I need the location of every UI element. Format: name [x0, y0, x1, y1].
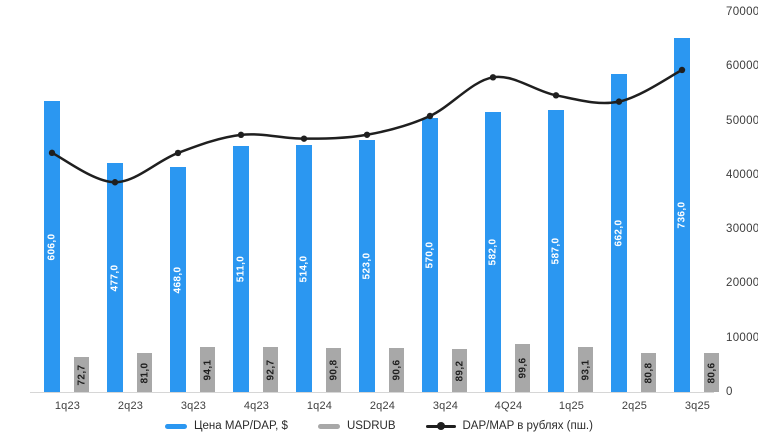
x-axis-category-label: 3q25 — [684, 400, 711, 412]
usdrub-bar: 94,1 — [200, 347, 215, 392]
map-dap-price-bar: 523,0 — [359, 140, 375, 392]
usdrub-bar: 81,0 — [137, 353, 152, 392]
legend: Цена MAP/DAP, $ USDRUB DAP/MAP в рублях … — [0, 420, 758, 432]
map-dap-price-bar: 570,0 — [422, 118, 438, 392]
usdrub-bar-value-label: 81,0 — [139, 361, 150, 384]
y-axis-tick-label: 30000 — [726, 223, 758, 236]
y-axis-tick-label: 40000 — [726, 168, 758, 181]
usdrub-bar: 72,7 — [74, 357, 89, 392]
map-dap-price-bar: 511,0 — [233, 146, 249, 392]
map-dap-price-bar: 477,0 — [107, 163, 123, 392]
legend-item-dap-map-rubles: DAP/MAP в рублях (пш.) — [425, 420, 593, 432]
price-bar-value-label: 736,0 — [676, 201, 688, 229]
usdrub-bar-value-label: 94,1 — [202, 358, 213, 381]
x-axis-category-label: 1q24 — [306, 400, 333, 412]
usdrub-bar: 93,1 — [578, 347, 593, 392]
map-dap-price-bar: 587,0 — [548, 110, 564, 392]
price-bar-value-label: 570,0 — [424, 241, 436, 269]
usdrub-bar: 90,6 — [389, 348, 404, 392]
map-dap-price-bar: 606,0 — [44, 101, 60, 392]
y-axis-tick-label: 70000 — [726, 6, 758, 18]
usdrub-bar-value-label: 72,7 — [76, 363, 87, 386]
usdrub-bar: 92,7 — [263, 347, 278, 392]
usdrub-series-swatch-icon — [317, 423, 340, 429]
legend-label-map-dap-price: Цена MAP/DAP, $ — [194, 420, 288, 432]
y-axis-tick-label: 10000 — [726, 331, 758, 344]
usdrub-bar-value-label: 80,6 — [706, 361, 717, 384]
price-bar-value-label: 511,0 — [235, 255, 247, 283]
x-axis-category-label: 3q24 — [432, 400, 459, 412]
usdrub-bar: 80,8 — [641, 353, 656, 392]
map-dap-price-bar: 582,0 — [485, 112, 501, 392]
usdrub-bar: 99,6 — [515, 344, 530, 392]
map-dap-price-bar: 736,0 — [674, 38, 690, 392]
line-series-swatch-icon — [425, 424, 456, 428]
price-bar-value-label: 468,0 — [172, 265, 184, 294]
y-axis-tick-label: 50000 — [726, 114, 758, 127]
legend-label-usdrub: USDRUB — [346, 420, 396, 432]
y-axis-tick-label: 20000 — [726, 277, 758, 290]
usdrub-bar-value-label: 80,8 — [643, 361, 654, 384]
price-series-swatch-icon — [165, 423, 188, 429]
usdrub-bar: 89,2 — [452, 349, 467, 392]
usdrub-bar-value-label: 90,6 — [391, 359, 402, 381]
price-bar-value-label: 587,0 — [550, 237, 562, 265]
usdrub-bar-value-label: 92,7 — [265, 358, 276, 381]
usdrub-bar: 90,8 — [326, 348, 341, 392]
usdrub-bar: 80,6 — [704, 353, 719, 392]
x-axis-category-label: 3q23 — [180, 400, 207, 412]
usdrub-bar-value-label: 99,6 — [517, 357, 528, 379]
x-axis-category-label: 4Q24 — [494, 400, 523, 412]
x-axis-category-label: 2q24 — [369, 400, 396, 412]
map-dap-price-bar: 514,0 — [296, 145, 312, 392]
price-bar-value-label: 514,0 — [298, 254, 310, 283]
price-bar-value-label: 662,0 — [613, 219, 625, 247]
legend-item-usdrub: USDRUB — [317, 420, 396, 432]
x-axis-category-label: 1q23 — [54, 400, 81, 412]
y-axis-tick-label: 0 — [726, 386, 733, 398]
usdrub-bar-value-label: 89,2 — [454, 359, 465, 382]
price-bar-value-label: 523,0 — [361, 252, 373, 280]
legend-item-map-dap-price: Цена MAP/DAP, $ — [165, 420, 288, 432]
price-bar-value-label: 606,0 — [46, 232, 58, 261]
map-dap-price-bar: 468,0 — [170, 167, 186, 392]
y-axis-tick-label: 60000 — [726, 60, 758, 73]
x-axis-line — [30, 392, 714, 393]
x-axis-category-label: 2q23 — [117, 400, 144, 412]
legend-label-dap-map-rubles: DAP/MAP в рублях (пш.) — [462, 420, 593, 432]
map-dap-price-bar: 662,0 — [611, 74, 627, 392]
x-axis-category-label: 4q23 — [243, 400, 270, 412]
x-axis-category-label: 1q25 — [558, 400, 585, 412]
usdrub-bar-value-label: 90,8 — [328, 359, 339, 381]
price-bar-value-label: 477,0 — [109, 263, 121, 292]
usdrub-bar-value-label: 93,1 — [580, 358, 591, 381]
price-bar-value-label: 582,0 — [487, 238, 499, 266]
x-axis-category-label: 2q25 — [621, 400, 648, 412]
